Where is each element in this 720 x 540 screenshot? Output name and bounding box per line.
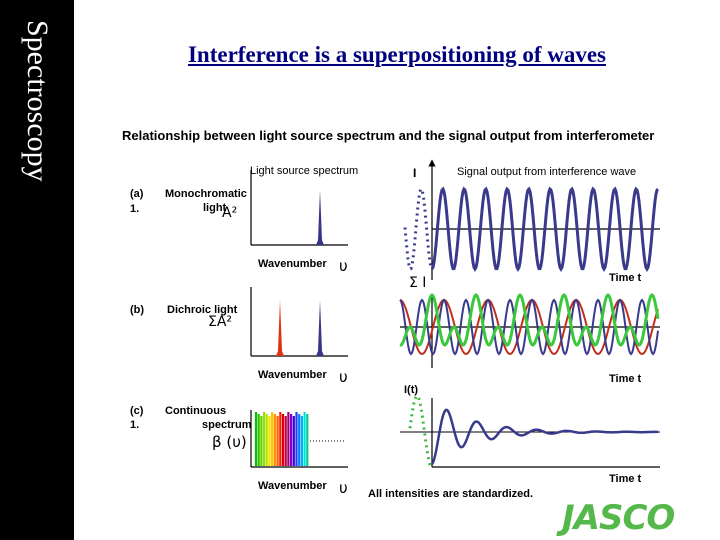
row-b-spectral-line-red — [276, 300, 284, 356]
row-a-signal — [403, 159, 660, 280]
row-b-sum-intensity: Σ I — [409, 275, 427, 291]
row-a-tag: (a) — [130, 188, 144, 200]
row-c-damped-wave-dots — [408, 394, 433, 470]
row-b-signal — [399, 293, 660, 368]
row-c-rainbow-spectrum — [254, 412, 309, 466]
row-c-tag: (c) — [130, 405, 144, 417]
row-a-spectral-line — [316, 190, 324, 245]
row-b-wave-sum — [399, 293, 660, 347]
row-c-label-1: Continuous — [165, 405, 227, 417]
standardized-note: All intensities are standardized. — [368, 488, 534, 500]
row-a-label-1: Monochromatic — [165, 188, 247, 200]
slide-subtitle: Relationship between light source spectr… — [122, 128, 655, 143]
row-a-symbol: A² — [222, 205, 238, 221]
signal-output-header: Signal output from interference wave — [457, 166, 637, 178]
row-b-wavenumber-symbol: υ — [339, 368, 348, 386]
row-a-spectrum — [250, 170, 348, 246]
row-a-wave — [430, 186, 660, 272]
light-source-header: Light source spectrum — [250, 165, 359, 177]
row-a-num: 1. — [130, 203, 140, 215]
row-a-wave-dots — [403, 186, 434, 271]
intensity-label-a: I — [413, 166, 417, 180]
sidebar-title: Spectroscopy — [21, 20, 54, 182]
row-a-wavenumber: Wavenumber — [258, 258, 327, 270]
slide-title: Interference is a superpositioning of wa… — [187, 42, 607, 67]
row-c-label-2: spectrum — [202, 419, 252, 431]
row-a-wavenumber-symbol: υ — [339, 257, 348, 275]
row-c-symbol: β (υ) — [212, 433, 247, 451]
row-c-signal — [400, 394, 660, 470]
row-b-wavenumber: Wavenumber — [258, 369, 327, 381]
sidebar: Spectroscopy — [0, 0, 74, 540]
row-c-wavenumber-symbol: υ — [339, 479, 348, 497]
row-b-time: Time t — [609, 373, 642, 385]
row-c-time: Time t — [609, 473, 642, 485]
row-b-spectrum — [250, 287, 348, 357]
jasco-logo: JASCO — [562, 498, 675, 538]
row-b-tag: (b) — [130, 304, 145, 316]
row-b-label: Dichroic light — [167, 304, 238, 316]
row-c-intensity-t: I(t) — [404, 384, 419, 396]
row-c-wavenumber: Wavenumber — [258, 480, 327, 492]
row-a-time: Time t — [609, 272, 642, 284]
row-b-spectral-line-blue — [316, 300, 324, 356]
row-c-spectrum — [250, 410, 348, 468]
row-b-symbol: ΣA² — [208, 314, 233, 330]
row-c-damped-wave — [430, 408, 658, 465]
row-c-num: 1. — [130, 419, 140, 431]
row-a-label-2: light — [203, 202, 227, 214]
